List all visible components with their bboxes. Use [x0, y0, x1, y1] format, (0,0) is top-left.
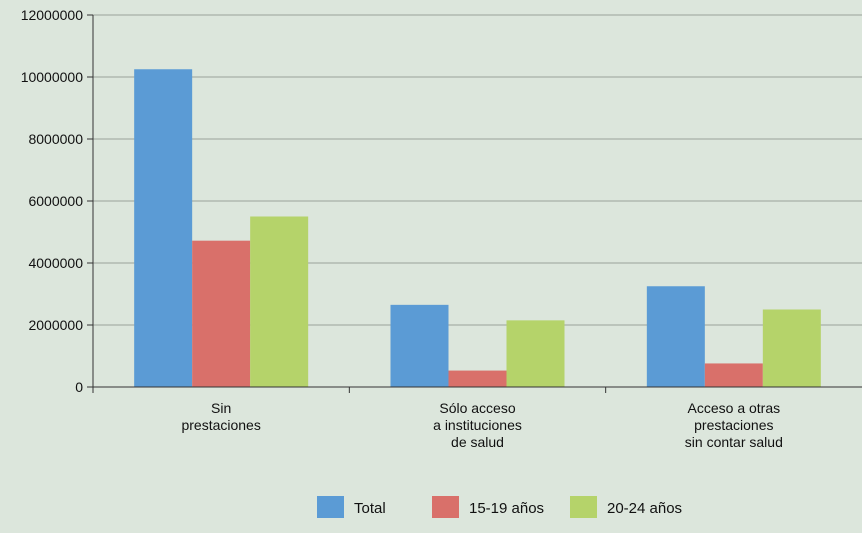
legend-label: Total — [354, 500, 386, 517]
y-tick-labels: 0 2000000 4000000 6000000 8000000 10000000 120… — [21, 7, 84, 395]
bars — [134, 69, 821, 387]
category-label: Sin prestaciones — [181, 400, 260, 433]
bar-1-1 — [134, 69, 193, 387]
bar-3-1 — [250, 216, 309, 387]
bar-1-3 — [646, 286, 705, 387]
bar-2-2 — [448, 370, 507, 387]
legend-label: 15-19 años — [469, 500, 544, 517]
category-label-line: a instituciones — [433, 417, 522, 433]
bar-1-2 — [390, 304, 449, 387]
legend-label: 20-24 años — [607, 500, 682, 517]
y-tick-label: 6000000 — [28, 193, 83, 209]
y-tick-label: 2000000 — [28, 317, 83, 333]
bar-3-3 — [762, 309, 821, 387]
axes — [87, 14, 862, 393]
legend-swatch — [432, 496, 459, 518]
category-label-line: de salud — [451, 434, 504, 450]
category-label-line: prestaciones — [181, 417, 260, 433]
legend-swatch — [317, 496, 344, 518]
legend-swatch — [570, 496, 597, 518]
y-tick-label: 4000000 — [28, 255, 83, 271]
category-label-line: Acceso a otras — [688, 400, 781, 416]
category-label-line: Sólo acceso — [439, 400, 515, 416]
category-label-line: prestaciones — [694, 417, 773, 433]
y-tick-label: 10000000 — [21, 69, 84, 85]
bar-2-1 — [192, 240, 251, 387]
legend: Total 15-19 años 20-24 años — [317, 496, 682, 518]
category-label: Acceso a otras prestaciones sin contar sal… — [685, 400, 783, 450]
y-tick-label: 12000000 — [21, 7, 84, 23]
bar-3-2 — [506, 320, 565, 387]
bar-2-3 — [704, 363, 763, 387]
category-label-line: sin contar salud — [685, 434, 783, 450]
y-tick-label: 0 — [75, 379, 83, 395]
category-label-line: Sin — [211, 400, 231, 416]
category-label: Sólo acceso a instituciones de salud — [433, 400, 522, 450]
y-tick-label: 8000000 — [28, 131, 83, 147]
